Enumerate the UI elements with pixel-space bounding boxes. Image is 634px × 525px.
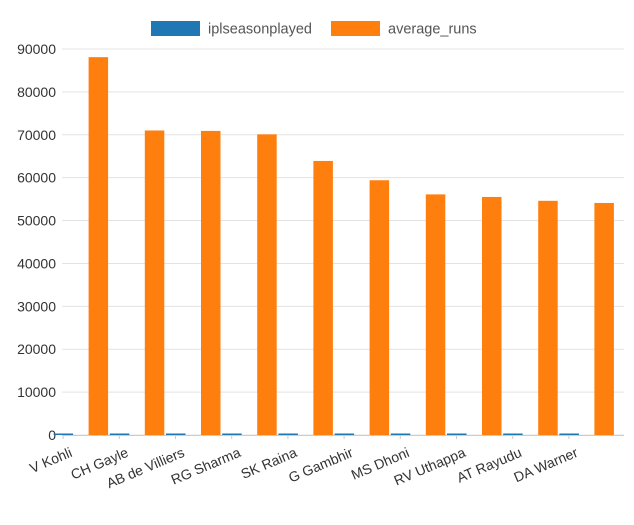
x-tick-label: AT Rayudu xyxy=(454,444,524,486)
bar-iplseasonplayed-8 xyxy=(503,433,523,435)
bar-iplseasonplayed-0 xyxy=(53,433,74,435)
legend-label-average_runs: average_runs xyxy=(388,22,477,38)
bar-average_runs-4 xyxy=(313,160,333,435)
y-tick-label: 0 xyxy=(48,427,56,443)
bar-iplseasonplayed-6 xyxy=(390,433,411,435)
bar-iplseasonplayed-1 xyxy=(109,433,130,435)
y-tick-label: 40000 xyxy=(17,255,56,271)
y-tick-label: 50000 xyxy=(17,213,56,229)
bar-average_runs-7 xyxy=(482,196,502,435)
legend-swatch-iplseasonplayed xyxy=(151,21,200,36)
bars xyxy=(53,57,614,436)
x-tick-label: V Kohli xyxy=(27,444,74,476)
bar-average_runs-9 xyxy=(594,202,614,435)
y-tick-label: 60000 xyxy=(17,170,56,186)
y-axis-ticks: 0 10000 20000 30000 40000 50000 60000 70000 8000… xyxy=(17,41,56,443)
bar-average_runs-5 xyxy=(369,180,390,435)
legend: iplseasonplayed average_runs xyxy=(151,21,477,38)
bar-average_runs-6 xyxy=(425,194,446,435)
y-tick-label: 10000 xyxy=(17,384,56,400)
bar-iplseasonplayed-7 xyxy=(447,433,467,435)
bar-iplseasonplayed-3 xyxy=(222,433,242,435)
legend-label-iplseasonplayed: iplseasonplayed xyxy=(208,22,312,38)
x-tick-label: G Gambhir xyxy=(286,444,356,486)
y-tick-label: 20000 xyxy=(17,341,56,357)
x-tick-label: DA Warner xyxy=(511,444,580,485)
bar-average_runs-2 xyxy=(201,130,221,435)
bar-iplseasonplayed-9 xyxy=(559,433,579,435)
y-tick-label: 30000 xyxy=(17,298,56,314)
bar-average_runs-8 xyxy=(538,200,558,435)
bar-average_runs-0 xyxy=(88,57,109,435)
y-tick-label: 70000 xyxy=(17,127,56,143)
y-tick-label: 90000 xyxy=(17,41,56,57)
legend-swatch-average_runs xyxy=(331,21,380,36)
bar-average_runs-1 xyxy=(144,130,165,435)
bar-average_runs-3 xyxy=(257,134,277,436)
y-tick-label: 80000 xyxy=(17,84,56,100)
bar-iplseasonplayed-5 xyxy=(334,433,355,435)
bar-iplseasonplayed-2 xyxy=(166,433,186,435)
bar-iplseasonplayed-4 xyxy=(278,433,298,435)
